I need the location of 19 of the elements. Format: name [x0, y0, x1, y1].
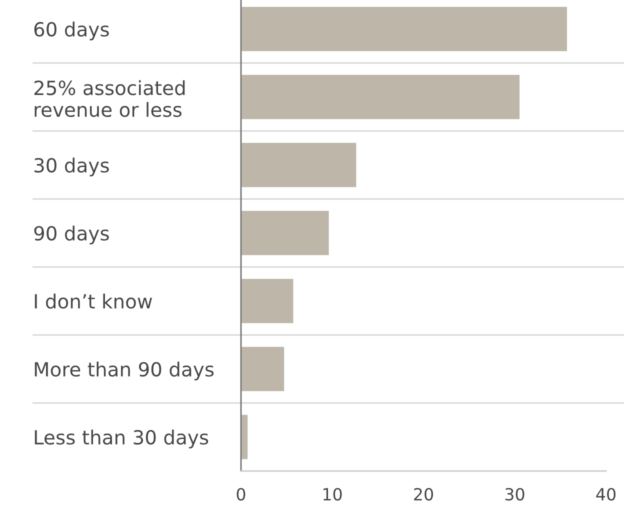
y-tick-label: I don’t know [34, 294, 152, 309]
y-tick-label: Less than 30 days [34, 430, 208, 448]
bar [241, 74, 521, 120]
x-tick-label: 0 [236, 488, 246, 501]
bar [241, 278, 295, 324]
y-tick-label: 30 days [34, 158, 109, 176]
y-tick-label: 60 days [34, 22, 109, 40]
bar [241, 6, 568, 52]
y-tick-label: 90 days [34, 226, 109, 244]
bar [241, 414, 249, 460]
bar [241, 210, 330, 256]
y-tick-label: More than 90 days [34, 362, 214, 380]
bar [241, 142, 358, 188]
bar [241, 346, 286, 392]
x-tick-label: 40 [596, 488, 616, 501]
x-tick-label: 10 [323, 488, 342, 501]
y-tick-label: 25% associated revenue or less [34, 80, 185, 118]
x-tick-label: 20 [414, 488, 433, 501]
x-tick-label: 30 [505, 488, 524, 501]
